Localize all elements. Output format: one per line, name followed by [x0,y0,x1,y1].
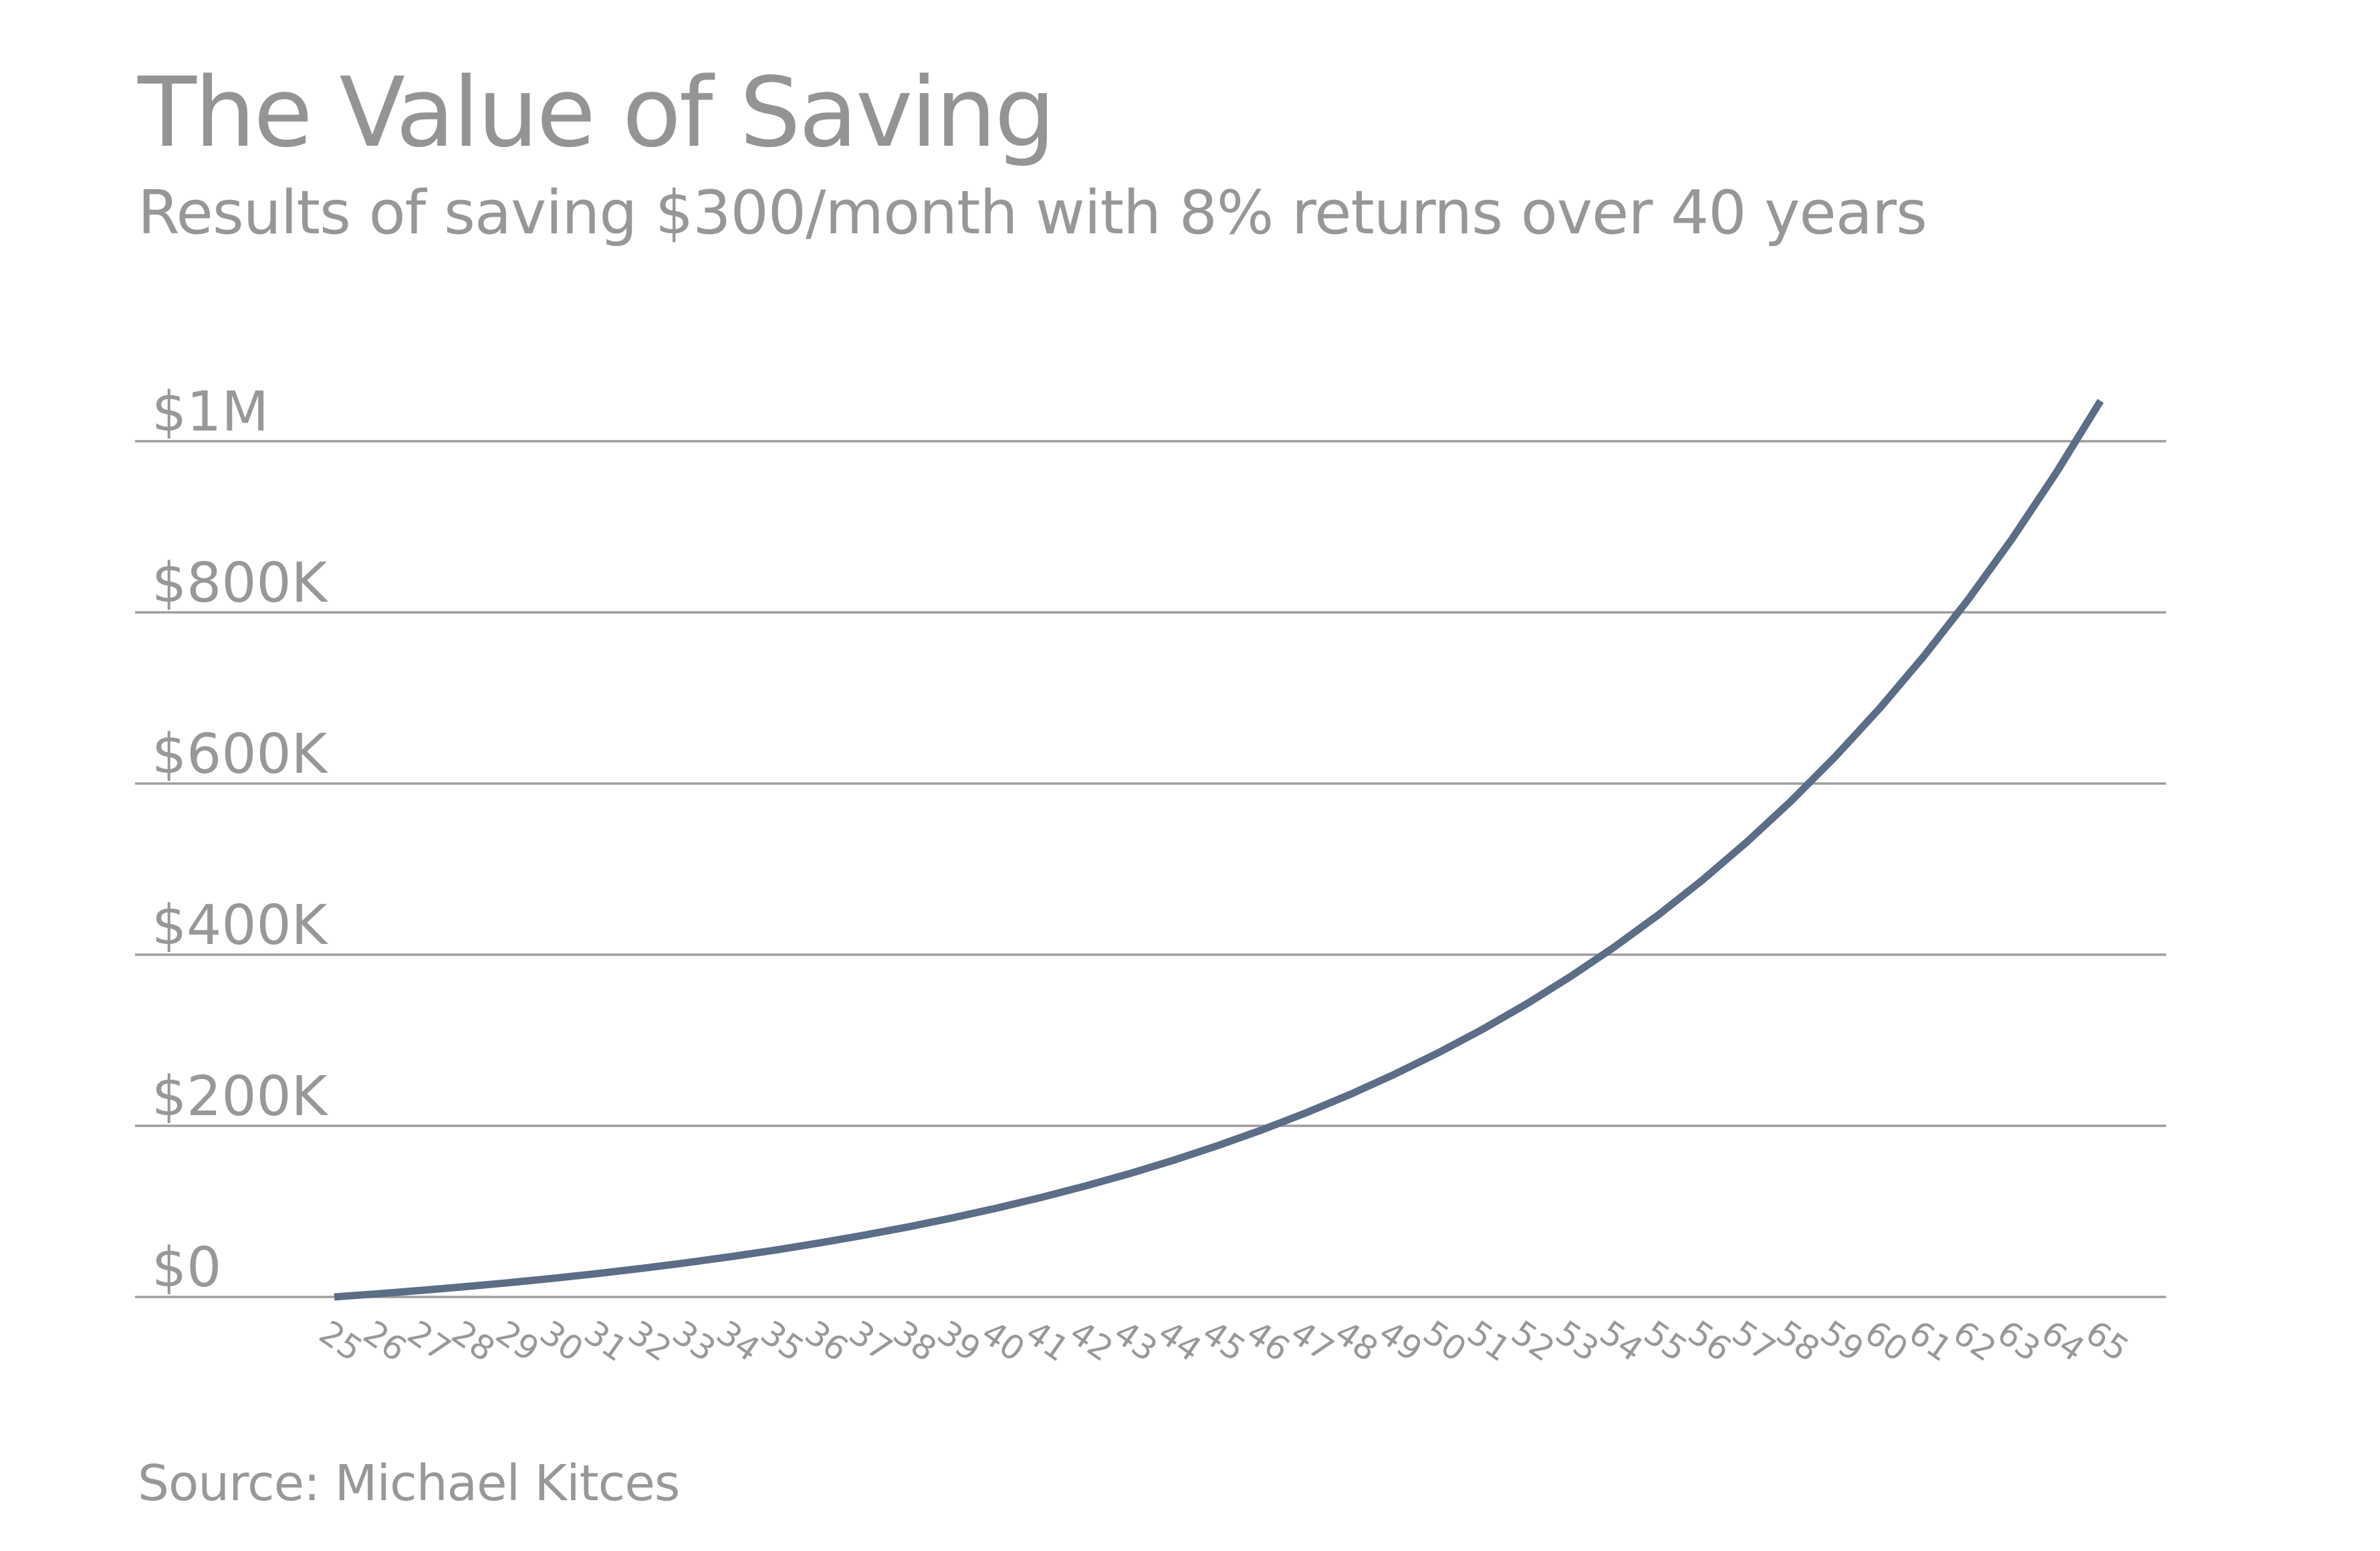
chart-subtitle: Results of saving $300/month with 8% ret… [138,178,1927,248]
chart-title: The Value of Saving [138,56,1056,168]
savings-curve [334,398,2104,1301]
ytick-label: $1M [152,380,269,444]
ytick-label: $0 [152,1236,221,1300]
ytick-label: $200K [152,1065,329,1128]
xtick-label: 65 [2078,1313,2135,1369]
ytick-label: $400K [152,894,329,957]
ytick-label: $800K [152,552,329,615]
ytick-label: $600K [152,723,329,786]
source-note: Source: Michael Kitces [138,1455,680,1512]
